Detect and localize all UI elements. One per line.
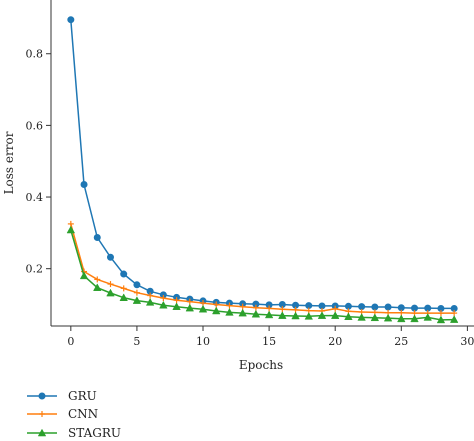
- legend-marker: [39, 411, 45, 417]
- stagru-point: [344, 312, 353, 320]
- y-tick-label: 0.6: [26, 119, 44, 132]
- stagru-point: [172, 302, 181, 310]
- legend-marker: [38, 392, 46, 400]
- y-tick-label: 0.8: [26, 48, 44, 61]
- stagru-point: [383, 313, 393, 322]
- legend-label: GRU: [68, 389, 97, 403]
- x-tick-label: 30: [460, 335, 474, 348]
- stagru-point: [317, 311, 327, 319]
- cnn-point: [226, 302, 233, 309]
- x-axis-label: Epochs: [239, 358, 283, 372]
- stagru-point: [79, 271, 89, 280]
- stagru-point: [397, 314, 406, 323]
- x-tick-label: 15: [262, 335, 276, 348]
- legend-item-cnn: CNN: [27, 407, 98, 421]
- cnn-point: [252, 304, 259, 311]
- stagru-point: [198, 304, 208, 313]
- cnn-line: [70, 223, 455, 314]
- series-layer: [66, 16, 459, 324]
- stagru-point: [93, 283, 102, 291]
- stagru-point: [304, 312, 313, 320]
- legend: GRU CNN STAGRU: [27, 389, 121, 440]
- cnn-point: [120, 285, 127, 292]
- y-tick-label: 0.4: [26, 191, 44, 204]
- stagru-point: [370, 313, 380, 322]
- x-tick-label: 25: [394, 335, 408, 348]
- gru-point: [120, 270, 128, 278]
- gru-point: [67, 16, 75, 24]
- legend-marker: [37, 428, 47, 437]
- gru-point: [80, 180, 88, 188]
- stagru-point: [132, 296, 142, 304]
- series-stagru: [66, 225, 459, 324]
- cnn-point: [332, 305, 339, 312]
- stagru-point: [225, 308, 234, 316]
- x-tick-label: 0: [67, 335, 74, 348]
- cnn-point: [437, 310, 444, 317]
- gru-point: [384, 303, 392, 311]
- stagru-point: [410, 314, 419, 323]
- gru-point: [106, 253, 114, 261]
- axes: [50, 0, 474, 327]
- stagru-line: [70, 229, 455, 321]
- x-tick-label: 10: [196, 335, 210, 348]
- stagru-point: [330, 311, 340, 319]
- gru-point: [371, 303, 379, 311]
- legend-label: STAGRU: [68, 426, 121, 440]
- stagru-point: [264, 310, 274, 319]
- gru-line: [70, 19, 455, 310]
- cnn-point: [186, 298, 193, 305]
- cnn-point: [239, 303, 246, 310]
- cnn-point: [266, 305, 273, 312]
- stagru-point: [436, 315, 446, 324]
- stagru-point: [119, 293, 128, 301]
- cnn-point: [147, 292, 154, 299]
- stagru-point: [145, 298, 155, 306]
- y-axis-label: Loss error: [2, 131, 16, 194]
- x-tick-label: 5: [133, 335, 140, 348]
- cnn-point: [133, 289, 140, 296]
- gru-point: [358, 303, 366, 311]
- stagru-point: [278, 311, 287, 319]
- legend-item-stagru: STAGRU: [27, 426, 121, 440]
- stagru-point: [449, 315, 459, 323]
- stagru-point: [212, 306, 221, 315]
- cnn-point: [279, 306, 286, 313]
- stagru-point: [291, 311, 300, 320]
- cnn-point: [451, 310, 458, 317]
- x-tick-label: 20: [328, 335, 342, 348]
- stagru-point: [106, 288, 115, 297]
- cnn-point: [173, 297, 180, 304]
- cnn-point: [160, 295, 167, 302]
- y-tick-label: 0.2: [26, 263, 44, 276]
- gru-point: [133, 281, 141, 289]
- stagru-point: [238, 308, 247, 317]
- legend-label: CNN: [68, 407, 98, 421]
- stagru-point: [423, 313, 432, 321]
- series-gru: [67, 16, 458, 312]
- stagru-point: [159, 300, 168, 309]
- stagru-point: [66, 225, 76, 234]
- series-cnn: [67, 220, 458, 317]
- cnn-point: [213, 301, 220, 308]
- stagru-point: [185, 303, 195, 312]
- cnn-point: [94, 276, 101, 283]
- gru-point: [93, 234, 101, 242]
- stagru-point: [357, 313, 366, 321]
- stagru-point: [251, 309, 261, 318]
- cnn-point: [107, 281, 114, 288]
- ticks: 0 5 10 15 20 25 30 0.2 0.4 0.6 0.8: [26, 48, 474, 348]
- legend-item-gru: GRU: [27, 389, 97, 403]
